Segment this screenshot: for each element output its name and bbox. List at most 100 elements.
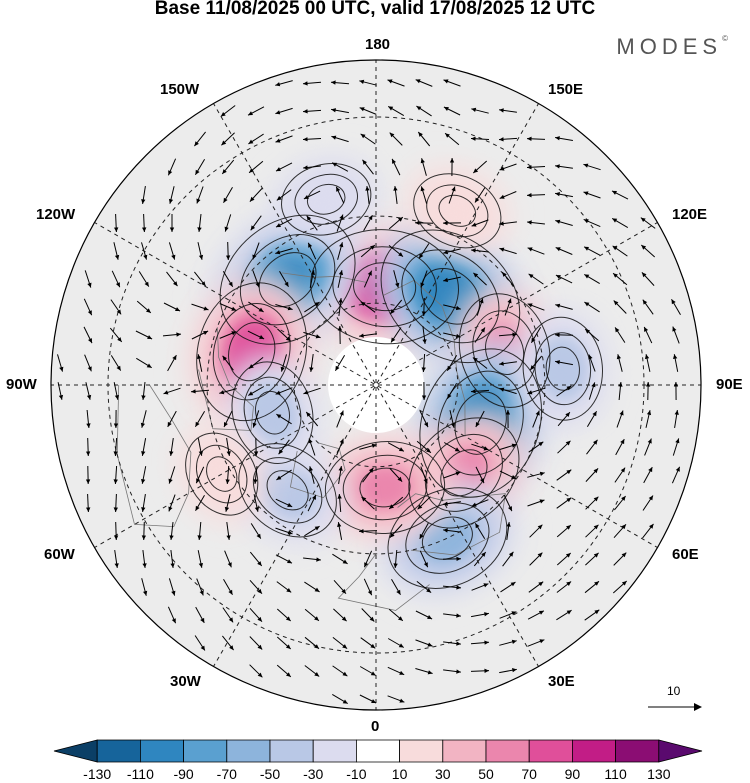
wind-arrow	[529, 552, 543, 566]
wind-arrow	[249, 551, 263, 567]
wind-arrow	[611, 190, 629, 200]
wind-arrow	[388, 245, 404, 257]
wind-arrow	[443, 641, 461, 646]
wind-arrow	[194, 131, 206, 147]
wind-arrow	[391, 158, 401, 176]
colorbar-swatch	[615, 739, 660, 763]
wind-arrow	[275, 162, 293, 172]
wind-arrow	[114, 213, 119, 233]
wind-arrow	[337, 242, 344, 260]
wind-arrow	[276, 608, 292, 622]
wind-arrow	[528, 581, 544, 593]
wind-arrow	[249, 188, 263, 202]
wind-arrow	[334, 355, 346, 371]
wind-arrow	[223, 578, 233, 596]
wind-arrow	[442, 220, 462, 226]
colorbar-tick-label: -110	[126, 766, 154, 782]
colorbar-tick-label: 70	[521, 766, 537, 782]
wind-arrow	[113, 409, 119, 429]
wind-arrow	[389, 524, 403, 538]
wind-arrow	[614, 467, 626, 483]
lon-label-60w: 60W	[44, 546, 75, 563]
wind-arrow	[253, 437, 259, 457]
wind-arrow	[222, 271, 234, 287]
wind-arrow	[167, 354, 177, 372]
wind-arrow	[672, 438, 680, 456]
wind-reference-label: 10	[667, 684, 681, 698]
wind-arrow	[166, 271, 178, 287]
wind-arrow	[555, 192, 573, 198]
wind-arrow	[499, 247, 517, 255]
wind-arrow	[338, 466, 343, 484]
colorbar-tick-label: -130	[83, 766, 112, 782]
wind-arrow	[611, 217, 629, 229]
wind-arrow	[499, 639, 517, 646]
wind-arrow	[527, 639, 545, 647]
wind-arrow	[645, 410, 652, 428]
wind-arrow	[443, 332, 461, 339]
wind-arrow	[303, 557, 321, 562]
wind-arrow	[135, 330, 153, 340]
wind-arrow	[249, 636, 263, 650]
wind-arrow	[247, 386, 265, 396]
wind-arrow	[391, 578, 401, 596]
wind-arrow	[336, 214, 344, 232]
wind-arrow	[109, 327, 123, 343]
wind-arrow	[359, 694, 377, 704]
wind-arrow	[527, 220, 545, 225]
wind-arrow	[253, 494, 260, 512]
colorbar-swatch	[183, 739, 228, 763]
wind-arrow	[616, 410, 624, 428]
wind-arrow	[506, 522, 511, 540]
wind-arrow	[421, 381, 427, 401]
wind-arrow	[360, 637, 376, 649]
wind-arrow	[585, 524, 599, 538]
wind-arrow	[588, 354, 596, 372]
wind-arrow	[530, 327, 542, 343]
wind-arrow	[644, 438, 652, 456]
wind-arrow	[645, 381, 651, 401]
wind-arrow	[643, 326, 653, 344]
wind-arrow	[86, 437, 91, 457]
wind-arrow	[555, 219, 573, 226]
wind-arrow	[498, 332, 518, 337]
wind-arrow	[443, 276, 461, 283]
wind-arrow	[303, 331, 321, 339]
wind-arrow	[556, 469, 572, 481]
wind-arrow	[338, 298, 343, 316]
wind-arrow	[278, 439, 290, 455]
wind-arrow	[163, 387, 181, 395]
wind-arrow	[414, 220, 434, 225]
wind-arrow	[528, 273, 544, 285]
wind-arrow	[222, 355, 234, 371]
wind-arrow	[249, 664, 263, 678]
colorbar-swatch	[485, 739, 530, 763]
colorbar-tick-label: -30	[303, 766, 324, 782]
wind-arrow	[190, 389, 210, 394]
wind-arrow	[359, 666, 377, 676]
wind-arrow	[219, 303, 237, 311]
wind-arrow	[331, 162, 349, 172]
colorbar-tick-label: 110	[604, 766, 627, 782]
wind-arrow	[167, 158, 177, 176]
wind-arrow	[527, 499, 545, 507]
wind-arrow	[195, 466, 205, 484]
wind-arrow	[194, 635, 206, 651]
wind-arrow	[250, 215, 262, 231]
lon-label-120e: 120E	[672, 206, 708, 223]
wind-arrow	[275, 135, 293, 143]
wind-arrow	[475, 466, 485, 484]
wind-arrow	[584, 301, 600, 313]
wind-arrow	[443, 79, 461, 87]
wind-arrow	[470, 668, 490, 673]
colorbar-tick-label: 130	[647, 766, 671, 782]
wind-arrow	[224, 550, 232, 568]
wind-arrow	[336, 410, 344, 428]
wind-arrow	[416, 440, 432, 454]
wind-arrow	[526, 193, 546, 198]
wind-arrow	[442, 585, 462, 590]
wind-arrow	[443, 471, 461, 479]
wind-arrow	[422, 326, 427, 344]
wind-arrow	[86, 493, 91, 513]
